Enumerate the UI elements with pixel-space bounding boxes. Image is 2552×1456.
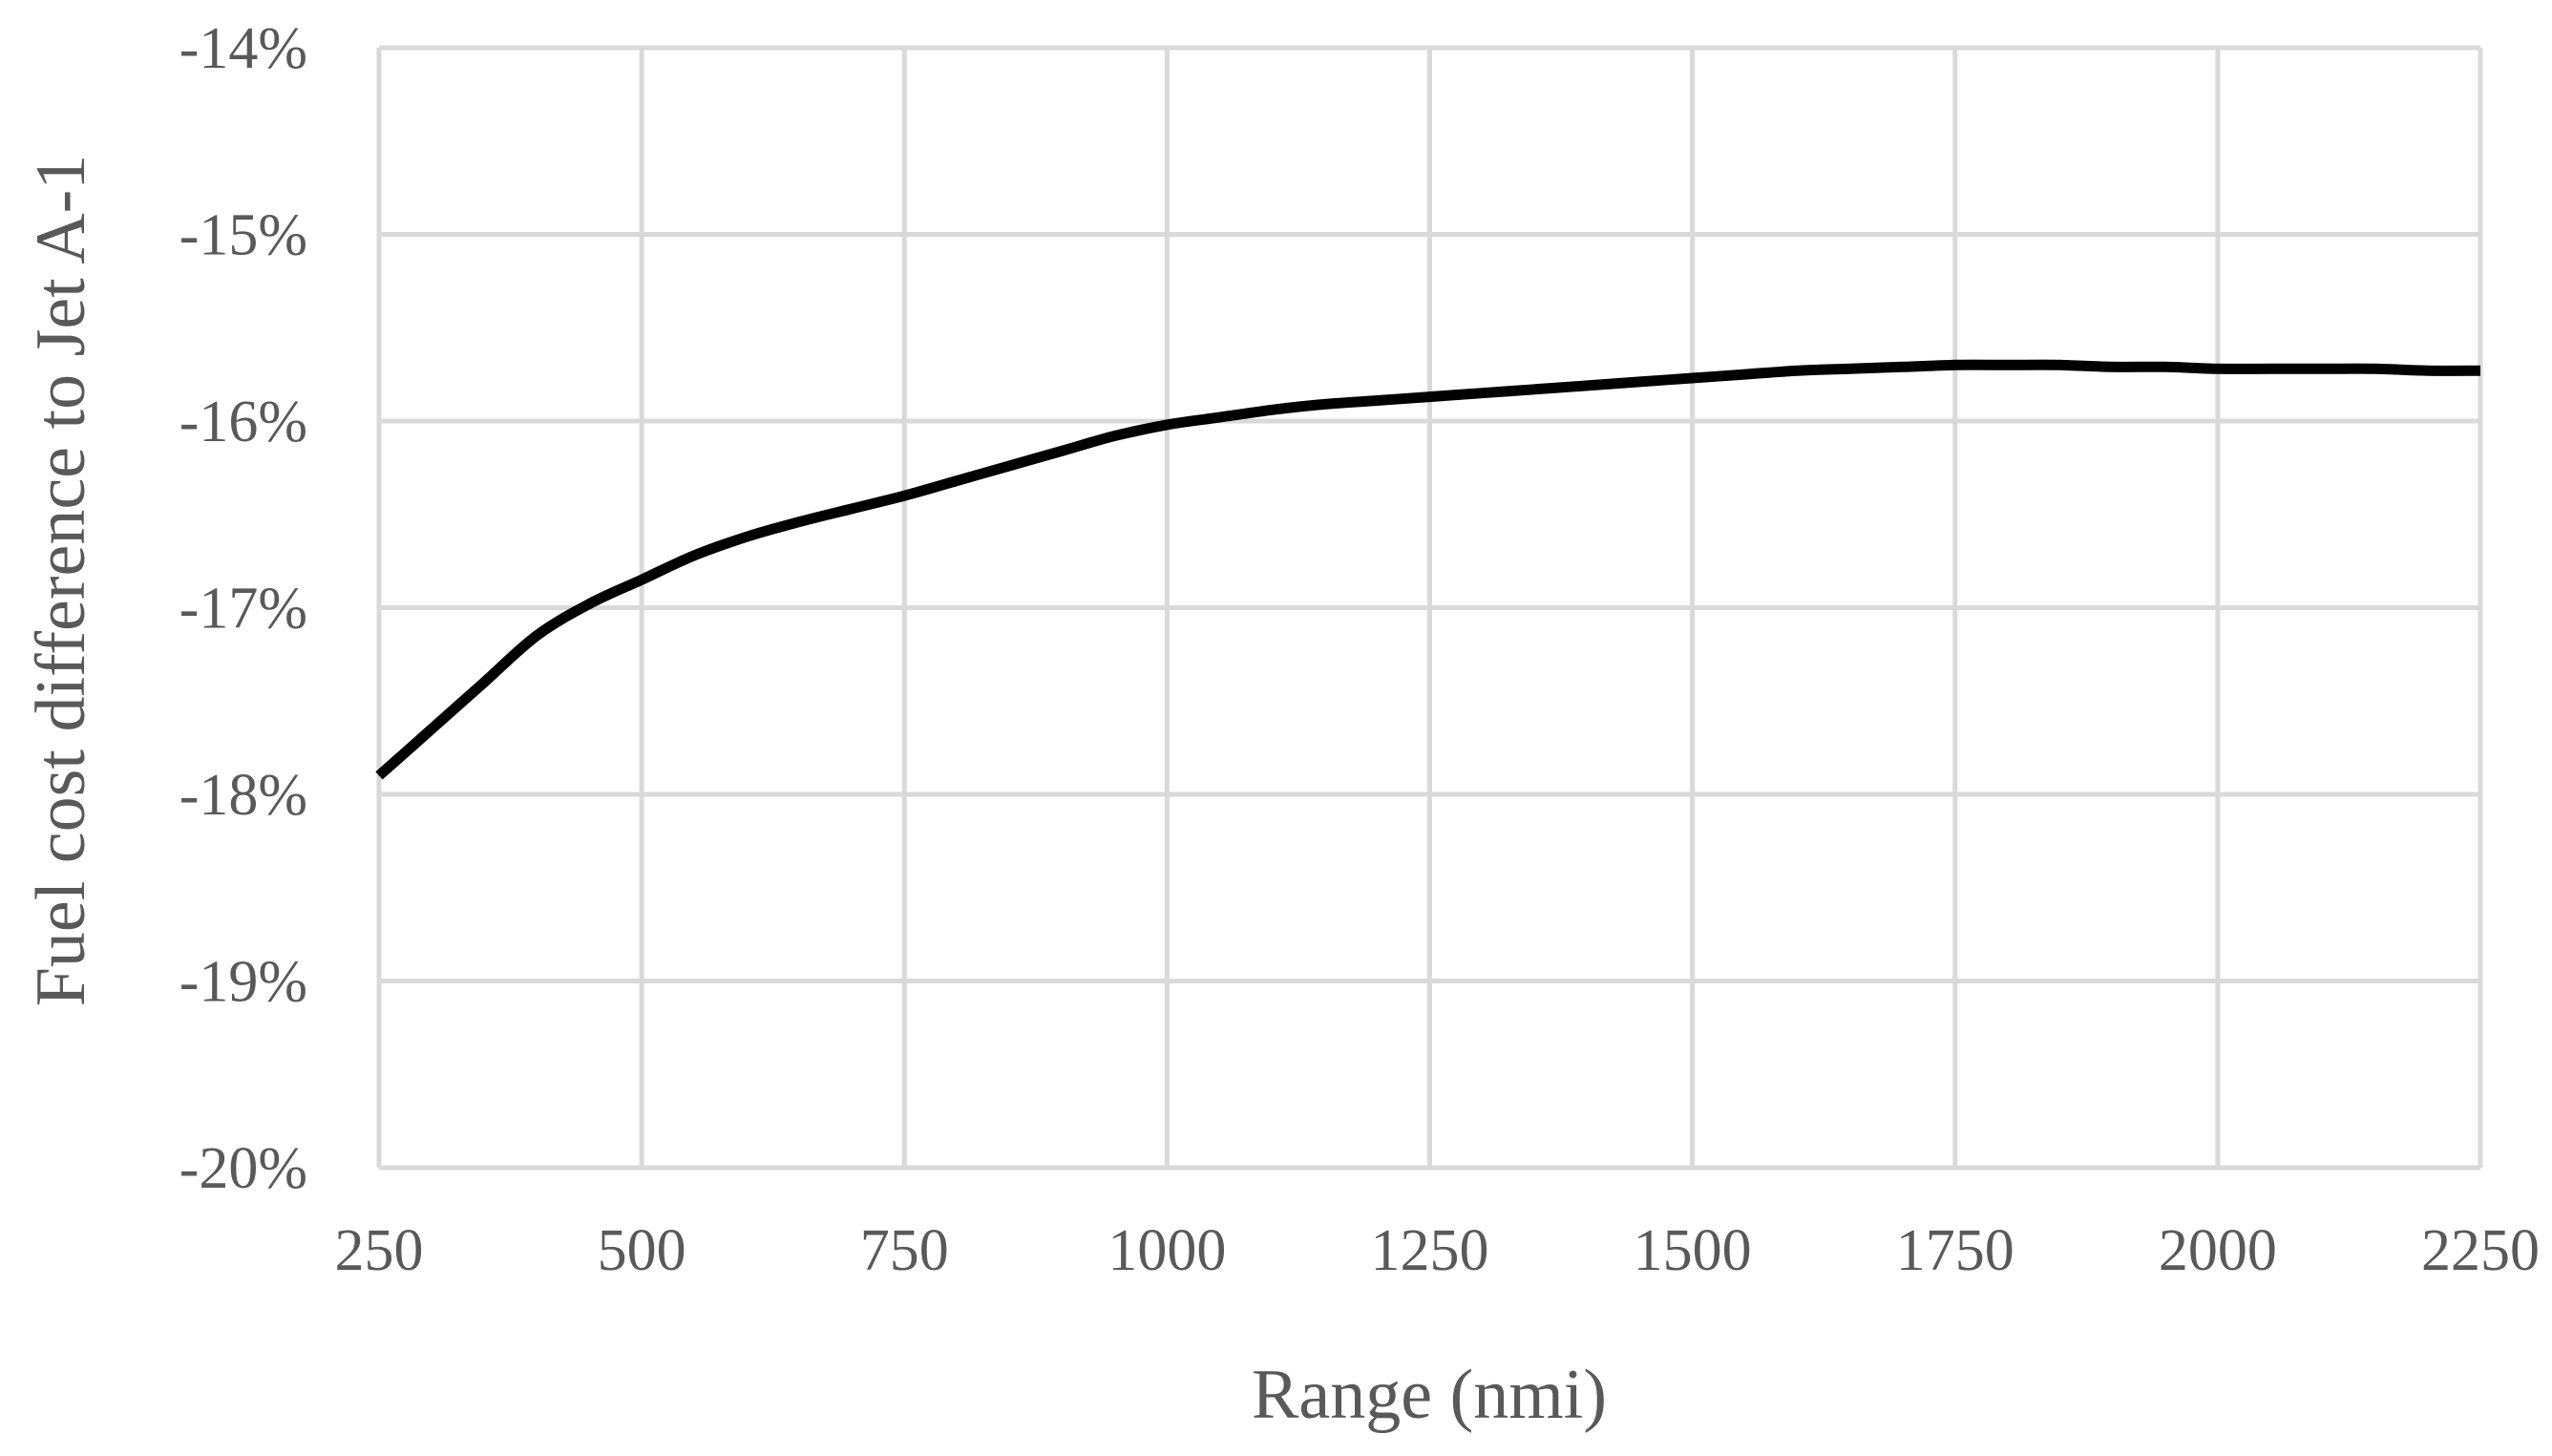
x-axis-ticks: 250 500 750 1000 1250 1500 1750 2000 2250 — [335, 1218, 2541, 1283]
y-tick-label: -19% — [179, 950, 307, 1015]
y-axis-ticks: -14% -15% -16% -17% -18% -19% -20% — [179, 16, 307, 1201]
y-tick-label: -15% — [179, 203, 307, 268]
series-layer — [375, 359, 2481, 780]
x-tick-label: 1500 — [1634, 1218, 1752, 1283]
y-tick-label: -17% — [179, 577, 307, 642]
x-tick-label: 500 — [598, 1218, 686, 1283]
series-line — [375, 359, 2481, 780]
x-tick-label: 750 — [860, 1218, 949, 1283]
y-tick-label: -14% — [179, 16, 307, 81]
x-tick-label: 1000 — [1107, 1218, 1226, 1283]
grid — [376, 45, 2483, 1171]
x-tick-label: 2250 — [2421, 1218, 2540, 1283]
x-tick-label: 2000 — [2159, 1218, 2277, 1283]
y-tick-label: -20% — [179, 1136, 307, 1201]
y-tick-label: -16% — [179, 390, 307, 454]
y-axis-title: Fuel cost difference to Jet A-1 — [22, 155, 100, 1007]
x-tick-label: 1750 — [1896, 1218, 2014, 1283]
y-tick-label: -18% — [179, 763, 307, 828]
x-tick-label: 250 — [335, 1218, 424, 1283]
x-axis-title: Range (nmi) — [1252, 1356, 1607, 1434]
x-tick-label: 1250 — [1371, 1218, 1489, 1283]
